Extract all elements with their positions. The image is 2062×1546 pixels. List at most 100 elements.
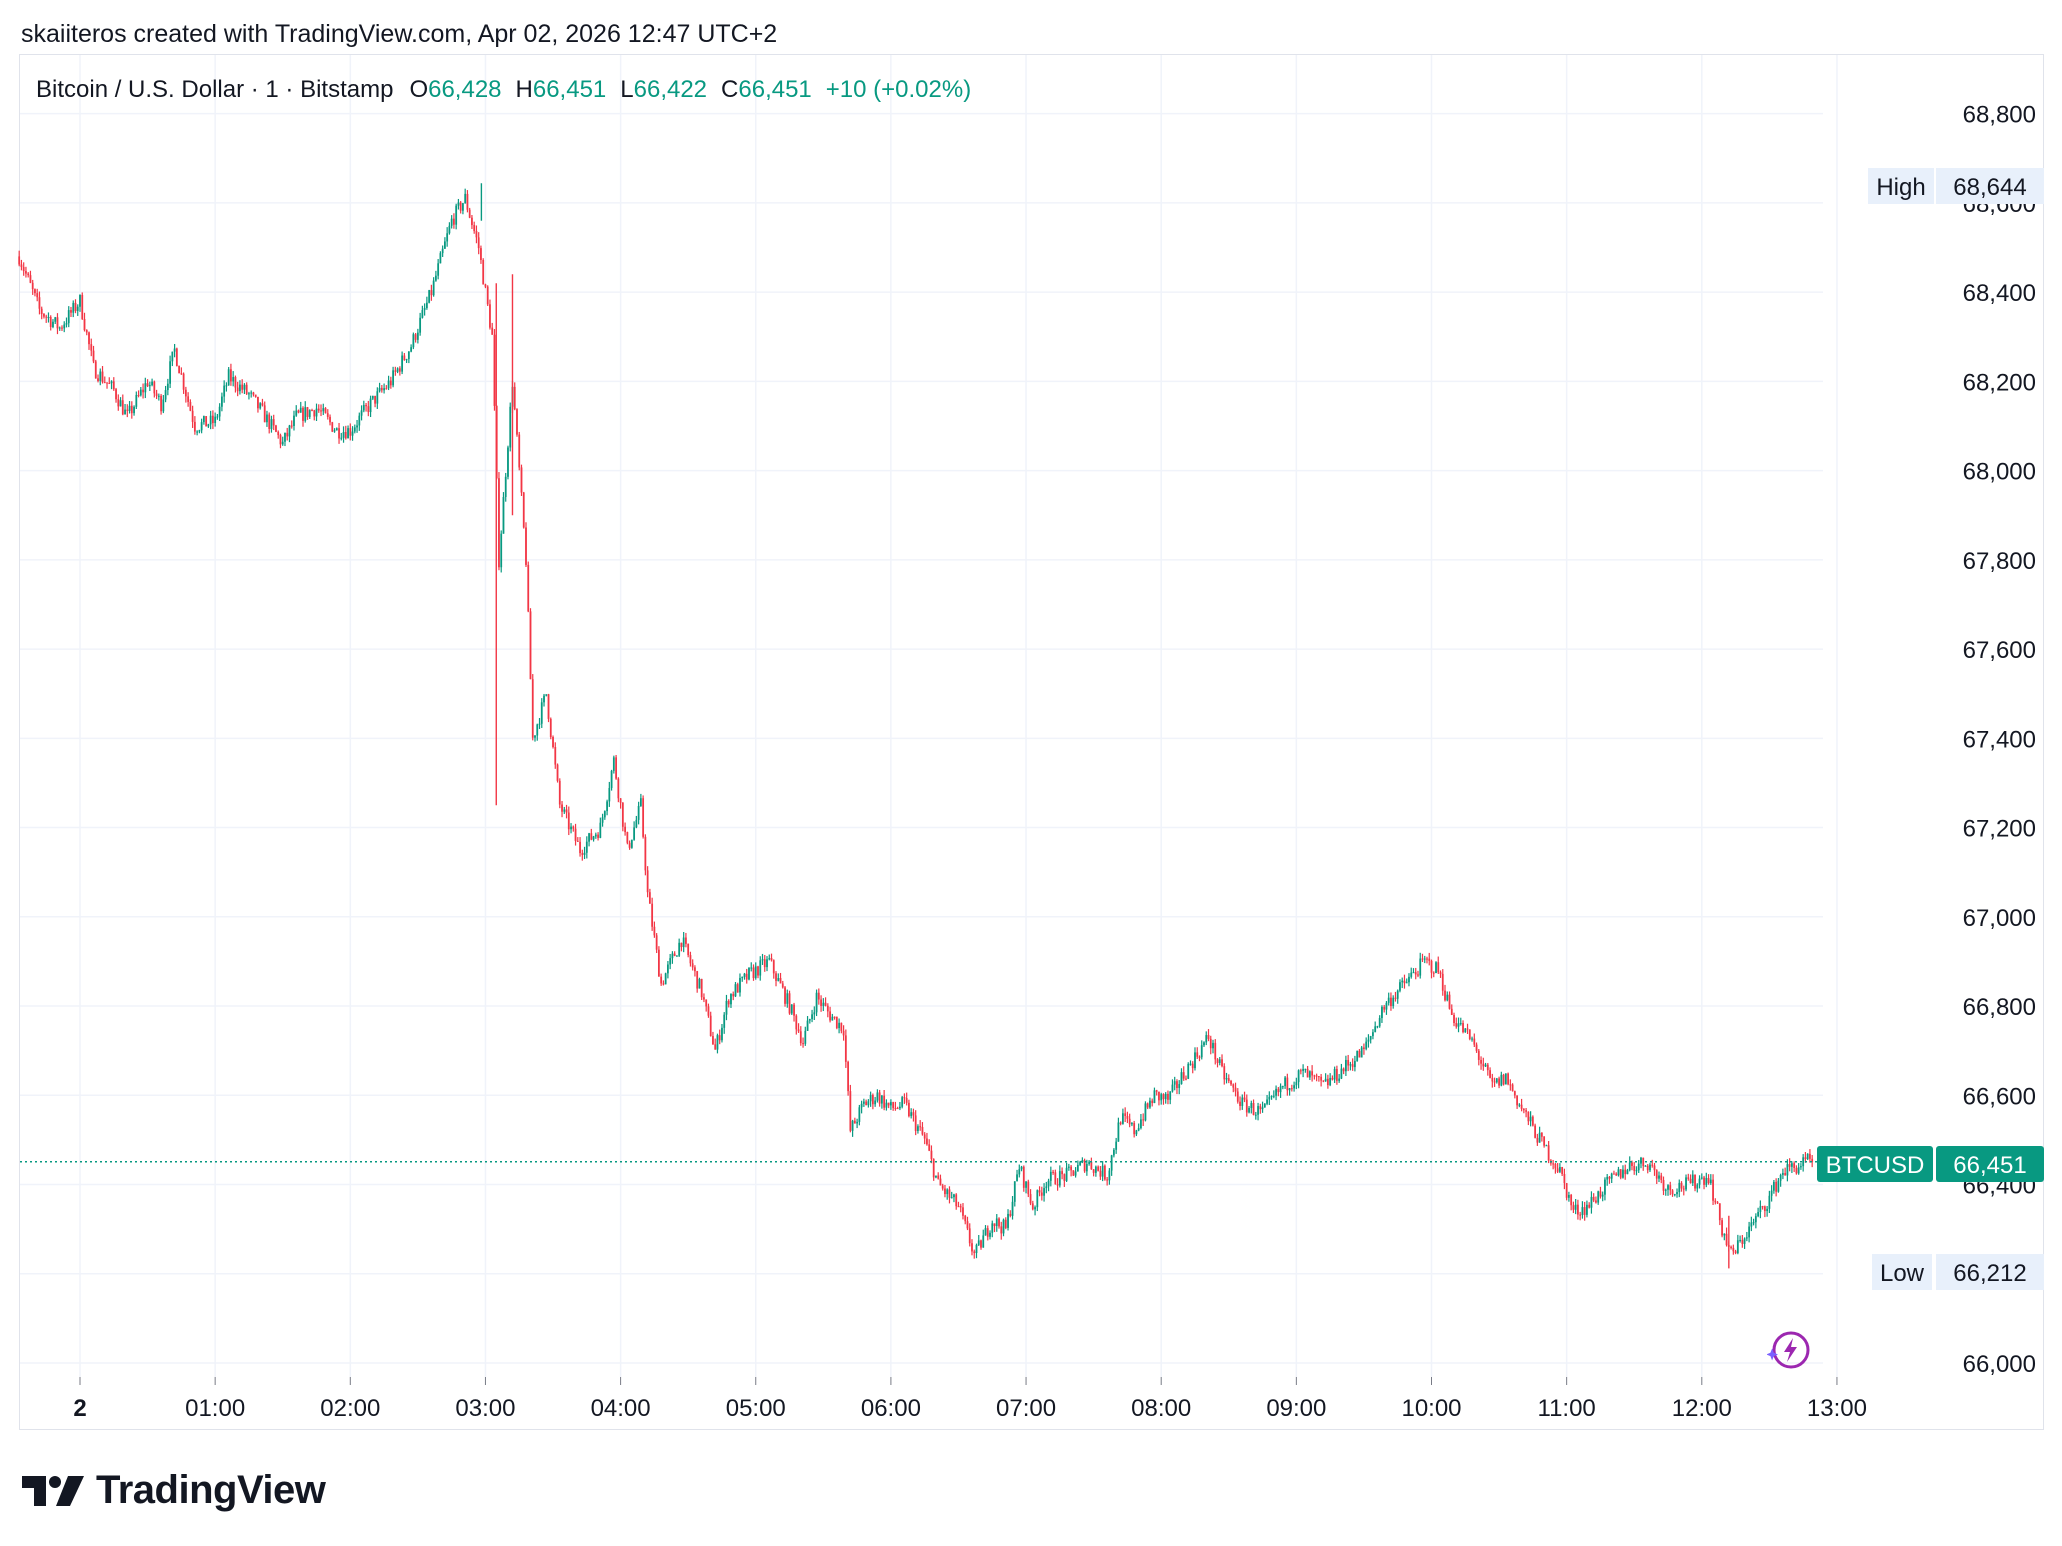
candle-body bbox=[1570, 1194, 1573, 1206]
y-tick-label: 68,000 bbox=[1963, 459, 2036, 486]
candle-body bbox=[450, 218, 453, 226]
candle-body bbox=[610, 770, 613, 788]
candle-body bbox=[1671, 1190, 1674, 1195]
candle-body bbox=[378, 387, 381, 392]
candle-body bbox=[1714, 1200, 1717, 1203]
candle-body bbox=[1146, 1103, 1149, 1108]
candle-body bbox=[772, 960, 775, 974]
candle-body bbox=[272, 419, 275, 426]
candle-body bbox=[1180, 1072, 1183, 1085]
candle-body bbox=[635, 819, 638, 828]
candle-body bbox=[574, 828, 577, 841]
candle-body bbox=[1347, 1059, 1350, 1066]
candle-body bbox=[106, 382, 108, 384]
candle-body bbox=[1263, 1103, 1266, 1108]
candle-body bbox=[820, 999, 822, 1006]
candle-body bbox=[288, 425, 291, 437]
candle-body bbox=[83, 318, 86, 331]
candle-body bbox=[1214, 1042, 1217, 1060]
candle-body bbox=[425, 302, 428, 308]
candle-body bbox=[1439, 972, 1442, 974]
brand[interactable]: TradingView bbox=[22, 1468, 326, 1513]
candle-body bbox=[1115, 1141, 1118, 1150]
candle-body bbox=[1306, 1068, 1309, 1078]
candle-body bbox=[175, 348, 178, 366]
candle-body bbox=[480, 248, 482, 260]
candle-body bbox=[331, 422, 334, 432]
candle-body bbox=[1394, 997, 1397, 999]
candle-body bbox=[1809, 1153, 1811, 1159]
legend-open-value: 66,428 bbox=[428, 76, 502, 103]
candle-body bbox=[1326, 1078, 1329, 1086]
chart-pane[interactable] bbox=[19, 54, 2044, 1430]
candle-body bbox=[297, 410, 300, 413]
candle-body bbox=[248, 393, 250, 395]
candle-body bbox=[1739, 1239, 1741, 1241]
candle-body bbox=[1329, 1077, 1332, 1086]
candle-body bbox=[471, 217, 473, 226]
candle-body bbox=[835, 1016, 838, 1029]
candle-body bbox=[662, 983, 665, 985]
legend-symbol[interactable]: Bitcoin / U.S. Dollar · 1 · Bitstamp bbox=[36, 76, 394, 103]
candle-body bbox=[1586, 1204, 1588, 1215]
candle-body bbox=[45, 316, 48, 318]
candle-body bbox=[1110, 1155, 1113, 1171]
candle-body bbox=[1158, 1091, 1160, 1101]
candle-body bbox=[1254, 1114, 1257, 1116]
candle-body bbox=[416, 332, 419, 340]
candle-body bbox=[1658, 1175, 1660, 1179]
candle-body bbox=[1178, 1084, 1181, 1089]
candle-body bbox=[1779, 1174, 1782, 1181]
candle-body bbox=[1473, 1038, 1476, 1045]
candle-body bbox=[263, 405, 266, 423]
candle-body bbox=[356, 425, 358, 428]
candle-body bbox=[1502, 1074, 1505, 1085]
candle-body bbox=[522, 492, 525, 528]
candle-body bbox=[1399, 982, 1401, 991]
candle-body bbox=[984, 1228, 987, 1236]
candle-body bbox=[81, 294, 84, 319]
candle-body bbox=[621, 802, 624, 827]
candle-body bbox=[36, 293, 39, 298]
candle-body bbox=[27, 273, 30, 276]
candle-body bbox=[243, 384, 246, 390]
candle-body bbox=[502, 497, 505, 534]
candle-body bbox=[935, 1175, 937, 1178]
x-tick-label: 12:00 bbox=[1672, 1395, 1732, 1422]
candle-body bbox=[56, 317, 59, 329]
candle-body bbox=[1775, 1181, 1778, 1192]
candle-body bbox=[142, 389, 144, 393]
candle-body bbox=[838, 1022, 840, 1029]
candle-body bbox=[748, 967, 750, 980]
y-tick-label: 66,600 bbox=[1963, 1083, 2036, 1110]
candle-body bbox=[1196, 1052, 1199, 1057]
candle-body bbox=[619, 798, 622, 803]
candle-body bbox=[1604, 1179, 1606, 1195]
legend-low-label: L bbox=[620, 76, 634, 103]
candle-body bbox=[1020, 1166, 1023, 1170]
candle-body bbox=[500, 533, 503, 568]
candle-body bbox=[813, 1012, 816, 1015]
candle-body bbox=[349, 428, 352, 436]
candle-body bbox=[387, 380, 390, 389]
candle-body bbox=[516, 409, 518, 435]
candle-body bbox=[1707, 1177, 1710, 1184]
candle-body bbox=[130, 405, 133, 414]
candle-body bbox=[70, 310, 72, 313]
candle-body bbox=[1133, 1123, 1136, 1135]
lightning-bolt-icon[interactable] bbox=[1767, 1329, 1811, 1373]
candle-body bbox=[1797, 1167, 1800, 1174]
candle-body bbox=[1622, 1169, 1624, 1178]
candle-body bbox=[79, 294, 81, 307]
candle-body bbox=[788, 993, 791, 1014]
candle-body bbox=[290, 425, 293, 427]
candle-body bbox=[509, 406, 512, 448]
candle-body bbox=[1227, 1078, 1230, 1081]
candle-body bbox=[543, 695, 545, 703]
x-tick-label: 01:00 bbox=[185, 1395, 245, 1422]
candle-body bbox=[444, 241, 446, 249]
candle-body bbox=[1495, 1078, 1498, 1083]
candle-body bbox=[583, 852, 586, 855]
candle-body bbox=[1531, 1116, 1534, 1126]
